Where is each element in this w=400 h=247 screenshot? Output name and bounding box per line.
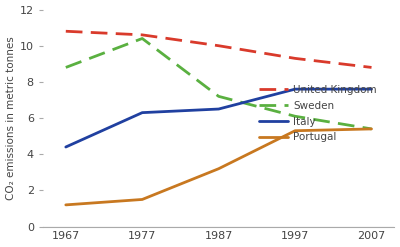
Line: Portugal: Portugal — [66, 129, 372, 205]
Sweden — [140, 37, 145, 40]
United Kingdom — [293, 57, 298, 60]
Line: United Kingdom: United Kingdom — [66, 31, 372, 67]
Italy — [140, 111, 145, 114]
United Kingdom — [64, 30, 68, 33]
United Kingdom — [369, 66, 374, 69]
Line: Sweden: Sweden — [66, 39, 372, 129]
United Kingdom — [216, 44, 221, 47]
Line: Italy: Italy — [66, 89, 372, 147]
Portugal — [369, 127, 374, 130]
United Kingdom — [140, 33, 145, 36]
Italy — [64, 145, 68, 148]
Italy — [293, 88, 298, 91]
Portugal — [293, 129, 298, 132]
Portugal — [216, 167, 221, 170]
Italy — [216, 107, 221, 110]
Sweden — [64, 66, 68, 69]
Sweden — [293, 115, 298, 118]
Y-axis label: CO₂ emissions in metric tonnes: CO₂ emissions in metric tonnes — [6, 36, 16, 200]
Sweden — [369, 127, 374, 130]
Portugal — [64, 203, 68, 206]
Italy — [369, 88, 374, 91]
Legend: United Kingdom, Sweden, Italy, Portugal: United Kingdom, Sweden, Italy, Portugal — [259, 85, 377, 142]
Sweden — [216, 95, 221, 98]
Portugal — [140, 198, 145, 201]
